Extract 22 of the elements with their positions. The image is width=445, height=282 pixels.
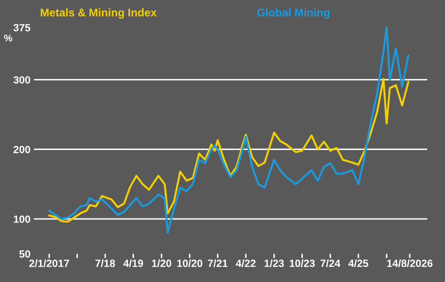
x-tick-label: 10/23 (290, 259, 315, 268)
y-tick-label: 100 (14, 215, 30, 223)
line-series (48, 26, 410, 234)
text: Global Mining (257, 8, 330, 19)
y-axis-title: % (4, 34, 12, 42)
x-tick-label: 7/18 (95, 259, 115, 268)
x-tick-label: 4/22 (236, 259, 256, 268)
x-tick-label: 10/20 (177, 259, 202, 268)
x-tick-label: 7/24 (320, 259, 340, 268)
x-tick-label: 1/23 (264, 259, 284, 268)
x-tick-label: 7/21 (208, 259, 228, 268)
y-tick-label: 200 (14, 146, 30, 154)
line-series (48, 78, 410, 223)
text: Metals & Mining Index (40, 8, 157, 19)
y-tick-label: 50 (19, 250, 30, 258)
y-tick-label: 300 (13, 76, 30, 84)
x-tick-label: 1/20 (152, 259, 172, 268)
x-tick-label: 2/1/2017 (29, 259, 70, 268)
x-tick-label: 14/8/2026 (387, 259, 433, 268)
y-tick-label: 375 (13, 24, 30, 32)
x-tick-label: 4/19 (123, 259, 144, 268)
x-tick-label: 4/25 (348, 259, 368, 268)
